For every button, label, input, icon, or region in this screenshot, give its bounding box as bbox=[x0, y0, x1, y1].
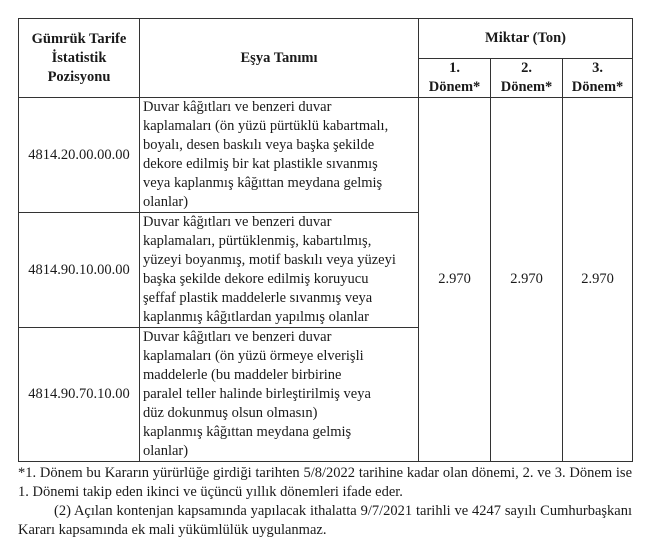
quota-table: Gümrük Tarife İstatistik Pozisyonu Eşya … bbox=[18, 18, 634, 462]
description-line: kaplamaları (ön yüzü pürtüklü kabartmalı… bbox=[143, 118, 389, 134]
header-period-1: 1. Dönem* bbox=[418, 58, 491, 98]
header-line: Dönem* bbox=[500, 79, 553, 95]
description-line: kaplamaları (ön yüzü örmeye elverişli bbox=[143, 348, 364, 364]
header-line: Gümrük Tarife bbox=[31, 30, 127, 47]
header-period-3: 3. Dönem* bbox=[561, 58, 634, 98]
header-line: Pozisyonu bbox=[47, 68, 111, 85]
description-line: veya kaplanmış kâğıttan meydana gelmiş bbox=[143, 175, 383, 191]
description-line: Duvar kâğıtları ve benzeri duvar bbox=[143, 99, 332, 115]
description-line: maddelerle (bu maddeler birbirine bbox=[143, 367, 342, 383]
description-line: paralel teller halinde birleştirilmiş ve… bbox=[143, 386, 371, 402]
description-line: dekore edilmiş bir kat plastikle sıvanmı… bbox=[143, 156, 378, 172]
quantity-period-2: 2.970 bbox=[490, 97, 563, 462]
table-row: 4814.90.10.00.00 Duvar kâğıtları ve benz… bbox=[18, 212, 633, 328]
header-period-2: 2. Dönem* bbox=[490, 58, 563, 98]
description-line: düz dokunmuş olsun olmasın) bbox=[143, 405, 318, 421]
quantity-period-3: 2.970 bbox=[561, 97, 634, 462]
header-position: Gümrük Tarife İstatistik Pozisyonu bbox=[18, 18, 140, 98]
description-line: Duvar kâğıtları ve benzeri duvar bbox=[143, 214, 332, 230]
header-line: İstatistik bbox=[51, 49, 107, 66]
description-line: başka şekilde dekore edilmiş koruyucu bbox=[143, 271, 369, 287]
description-line: kaplanmış kâğıtlardan yapılmış olanlar bbox=[143, 309, 369, 325]
tariff-code: 4814.90.10.00.00 bbox=[18, 212, 140, 328]
description-line: şeffaf plastik maddelerle sıvanmış veya bbox=[143, 290, 373, 306]
description-line: olanlar) bbox=[143, 194, 189, 210]
goods-description: Duvar kâğıtları ve benzeri duvar kaplama… bbox=[139, 327, 419, 462]
document: Gümrük Tarife İstatistik Pozisyonu Eşya … bbox=[18, 18, 634, 540]
quantity-period-1: 2.970 bbox=[418, 97, 491, 462]
tariff-code: 4814.20.00.00.00 bbox=[18, 97, 140, 213]
description-line: olanlar) bbox=[143, 443, 189, 459]
footnote: *1. Dönem bu Kararın yürürlüğe girdiği t… bbox=[18, 465, 632, 500]
table-row: 4814.90.70.10.00 Duvar kâğıtları ve benz… bbox=[18, 327, 633, 462]
description-line: kaplanmış kâğıttan meydana gelmiş bbox=[143, 424, 352, 440]
description-line: yüzeyi boyanmış, motif baskılı veya yüze… bbox=[143, 252, 396, 268]
header-line: Dönem* bbox=[428, 79, 481, 95]
goods-description: Duvar kâğıtları ve benzeri duvar kaplama… bbox=[139, 97, 419, 213]
description-line: boyalı, desen baskılı veya başka şekilde bbox=[143, 137, 375, 153]
header-description: Eşya Tanımı bbox=[139, 18, 419, 98]
goods-description: Duvar kâğıtları ve benzeri duvar kaplama… bbox=[139, 212, 419, 328]
description-line: kaplamaları, pürtüklenmiş, kabartılmış, bbox=[143, 233, 372, 249]
header-line: Dönem* bbox=[571, 79, 624, 95]
header-quantity: Miktar (Ton) bbox=[417, 18, 634, 59]
tariff-code: 4814.90.70.10.00 bbox=[18, 327, 140, 462]
header-line: 1. bbox=[449, 60, 460, 76]
description-line: Duvar kâğıtları ve benzeri duvar bbox=[143, 329, 332, 345]
table-row: 4814.20.00.00.00 Duvar kâğıtları ve benz… bbox=[18, 97, 634, 462]
header-line: 2. bbox=[521, 60, 532, 76]
paragraph-2: (2) Açılan kontenjan kapsamında yapılaca… bbox=[18, 503, 632, 538]
header-line: 3. bbox=[592, 60, 603, 76]
